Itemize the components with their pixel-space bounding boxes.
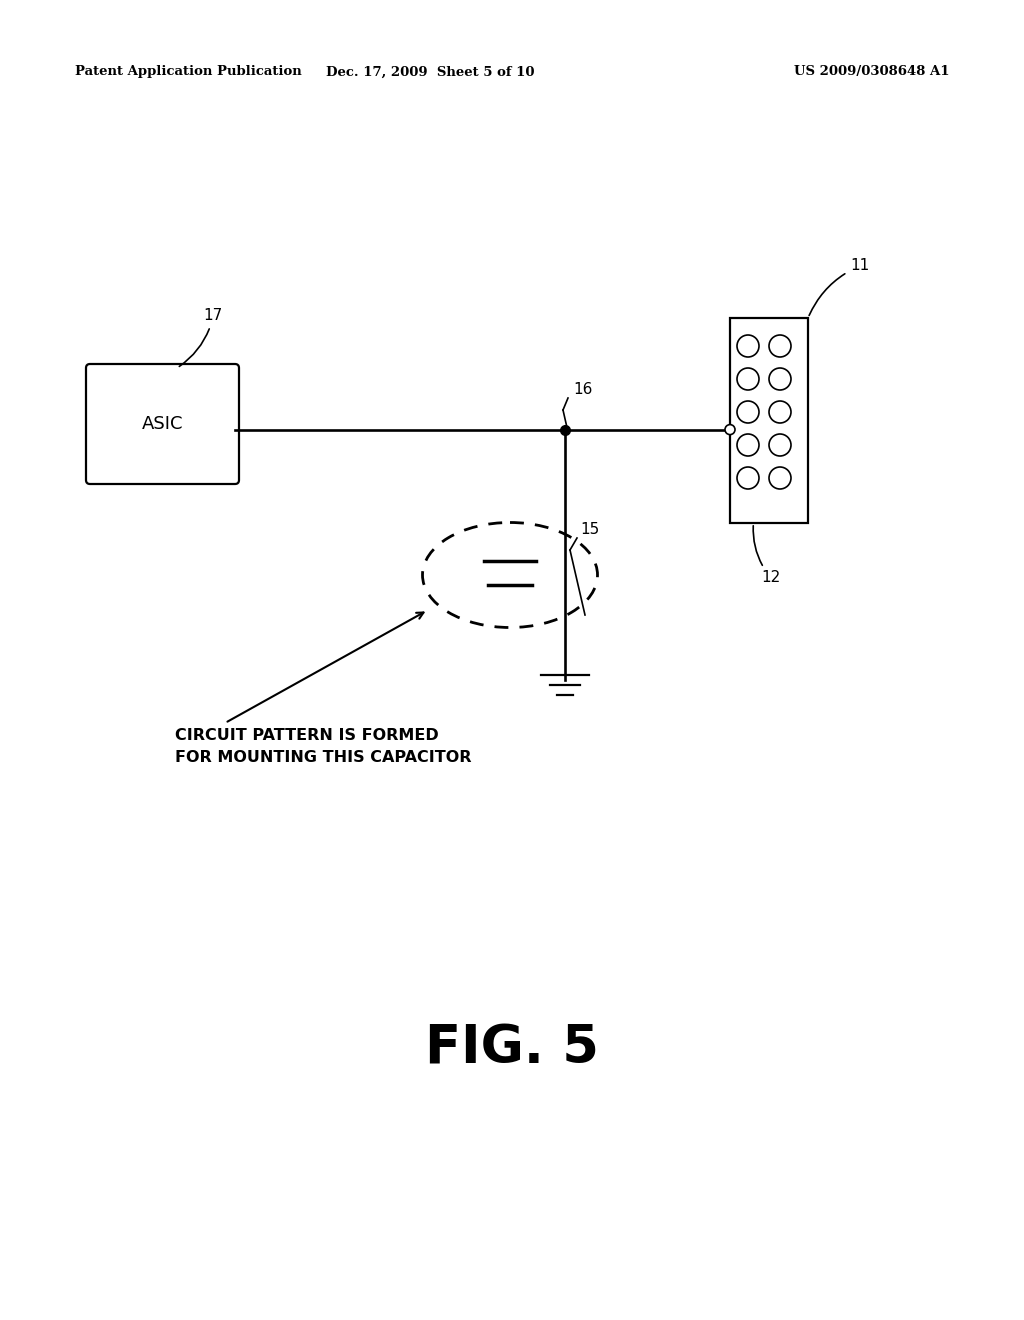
Text: 11: 11 (809, 259, 869, 315)
Text: 15: 15 (580, 523, 599, 537)
Circle shape (769, 434, 791, 455)
Text: 16: 16 (573, 383, 592, 397)
Circle shape (737, 401, 759, 422)
Circle shape (769, 401, 791, 422)
Circle shape (737, 335, 759, 356)
Circle shape (737, 467, 759, 488)
Text: 17: 17 (179, 309, 223, 367)
Bar (730, 318, 808, 523)
Circle shape (737, 368, 759, 389)
Text: 12: 12 (754, 525, 780, 586)
Text: FIG. 5: FIG. 5 (425, 1022, 599, 1074)
Circle shape (737, 434, 759, 455)
Circle shape (769, 368, 791, 389)
Circle shape (769, 467, 791, 488)
Text: Dec. 17, 2009  Sheet 5 of 10: Dec. 17, 2009 Sheet 5 of 10 (326, 66, 535, 78)
Circle shape (769, 335, 791, 356)
Text: ASIC: ASIC (141, 414, 183, 433)
FancyBboxPatch shape (86, 364, 239, 484)
Text: CIRCUIT PATTERN IS FORMED: CIRCUIT PATTERN IS FORMED (175, 727, 438, 742)
Text: US 2009/0308648 A1: US 2009/0308648 A1 (795, 66, 950, 78)
Circle shape (725, 425, 735, 434)
Text: FOR MOUNTING THIS CAPACITOR: FOR MOUNTING THIS CAPACITOR (175, 750, 471, 764)
Text: Patent Application Publication: Patent Application Publication (75, 66, 302, 78)
